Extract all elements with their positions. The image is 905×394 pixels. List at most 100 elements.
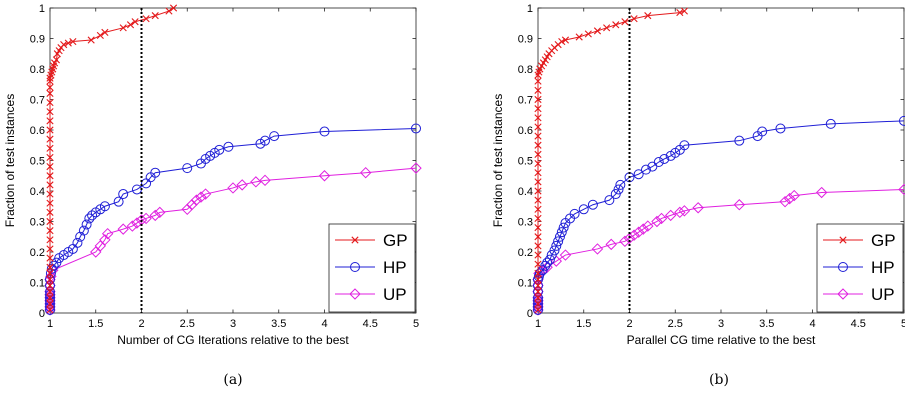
data-point-hp (587, 199, 598, 210)
data-point-gp (603, 24, 611, 32)
data-point-hp (578, 204, 589, 215)
data-point-gp (46, 135, 54, 143)
data-point-gp (46, 199, 54, 207)
data-point-hp (269, 131, 280, 142)
legend-label-hp: HP (871, 258, 895, 277)
data-point-up (591, 243, 604, 255)
data-point-gp (46, 108, 54, 116)
data-point-up (359, 166, 372, 179)
data-point-gp (60, 41, 68, 49)
data-point-gp (534, 214, 542, 223)
data-point-gp (165, 7, 173, 15)
x-axis-label: Parallel CG time relative to the best (627, 333, 816, 347)
legend-marker-hp (838, 262, 848, 272)
data-point-up (410, 162, 422, 174)
data-point-gp (46, 98, 54, 107)
data-point-gp (534, 196, 542, 204)
data-point-gp (46, 144, 54, 152)
data-point-gp (96, 31, 104, 40)
legend: GP HP UP (328, 223, 416, 313)
data-point-up (190, 194, 203, 206)
data-point-up (655, 212, 668, 225)
data-point-up (733, 199, 746, 211)
data-point-gp (46, 254, 54, 262)
data-point-hp (558, 222, 569, 233)
data-point-up (788, 189, 800, 202)
data-point-up (186, 199, 198, 211)
data-point-gp (46, 83, 54, 91)
data-point-up (199, 188, 212, 200)
legend-marker-gp (351, 236, 359, 244)
data-point-up (664, 209, 677, 222)
data-point-up (637, 223, 649, 235)
data-point-gp (534, 187, 542, 195)
data-point-gp (534, 141, 542, 149)
x-tick-label: 3.5 (759, 318, 774, 330)
legend-marker-up (837, 288, 849, 300)
data-point-gp (534, 114, 542, 122)
data-point-gp (46, 288, 54, 296)
data-point-gp (534, 169, 542, 177)
data-point-hp (899, 115, 905, 126)
data-point-gp (680, 7, 688, 15)
data-point-hp (569, 208, 580, 219)
data-point-up (619, 235, 631, 248)
data-point-hp (150, 167, 161, 178)
y-tick-label: 0.8 (30, 64, 45, 76)
y-tick-label: 0.3 (30, 217, 45, 229)
x-tick-label: 2.5 (180, 318, 195, 330)
data-point-up (318, 170, 331, 182)
data-point-up (181, 203, 193, 216)
y-tick-label: 0.3 (518, 217, 533, 229)
data-point-gp (534, 123, 542, 131)
legend-box (816, 223, 904, 313)
data-point-gp (534, 294, 542, 302)
data-point-hp (87, 210, 98, 221)
data-point-up (632, 226, 645, 238)
x-tick-label: 5 (413, 318, 419, 330)
x-tick-label: 1 (535, 318, 541, 330)
data-point-hp (411, 123, 421, 134)
data-point-gp (534, 95, 542, 104)
data-point-hp (604, 195, 615, 206)
data-point-gp (46, 263, 54, 271)
data-point-gp (119, 24, 127, 32)
data-point-gp (534, 86, 542, 94)
data-point-gp (534, 288, 542, 296)
data-point-gp (46, 306, 54, 314)
data-point-hp (542, 257, 553, 268)
x-tick-label: 4 (321, 318, 327, 330)
data-point-gp (151, 12, 159, 20)
legend-label-hp: HP (383, 258, 407, 277)
data-point-hp (99, 201, 110, 212)
data-point-gp (534, 159, 542, 168)
x-tick-label: 3 (718, 318, 724, 330)
data-point-up (692, 202, 704, 214)
x-tick-label: 3.5 (271, 318, 286, 330)
y-tick-label: 0.2 (518, 247, 533, 259)
data-point-gp (558, 37, 566, 46)
data-point-hp (734, 135, 745, 146)
data-point-hp (81, 219, 92, 230)
y-tick-label: 0.9 (518, 34, 533, 46)
data-point-gp (52, 56, 60, 64)
data-point-hp (113, 196, 124, 207)
data-point-gp (46, 77, 54, 85)
data-point-hp (659, 153, 670, 164)
legend-marker-gp (839, 236, 847, 244)
data-point-up (559, 249, 572, 261)
data-point-hp (75, 231, 86, 242)
panel-caption: (a) (223, 372, 242, 388)
data-point-hp (84, 213, 95, 224)
data-point-gp (46, 294, 54, 302)
data-point-gp (534, 306, 542, 314)
y-tick-label: 0.6 (30, 125, 45, 137)
data-point-gp (46, 236, 54, 244)
data-point-hp (260, 135, 271, 146)
legend-marker-up (349, 288, 361, 300)
data-point-hp (319, 126, 330, 137)
x-tick-label: 3 (230, 318, 236, 330)
data-point-hp (633, 169, 644, 180)
panel-caption: (b) (709, 372, 729, 388)
y-tick-label: 0.8 (518, 64, 533, 76)
